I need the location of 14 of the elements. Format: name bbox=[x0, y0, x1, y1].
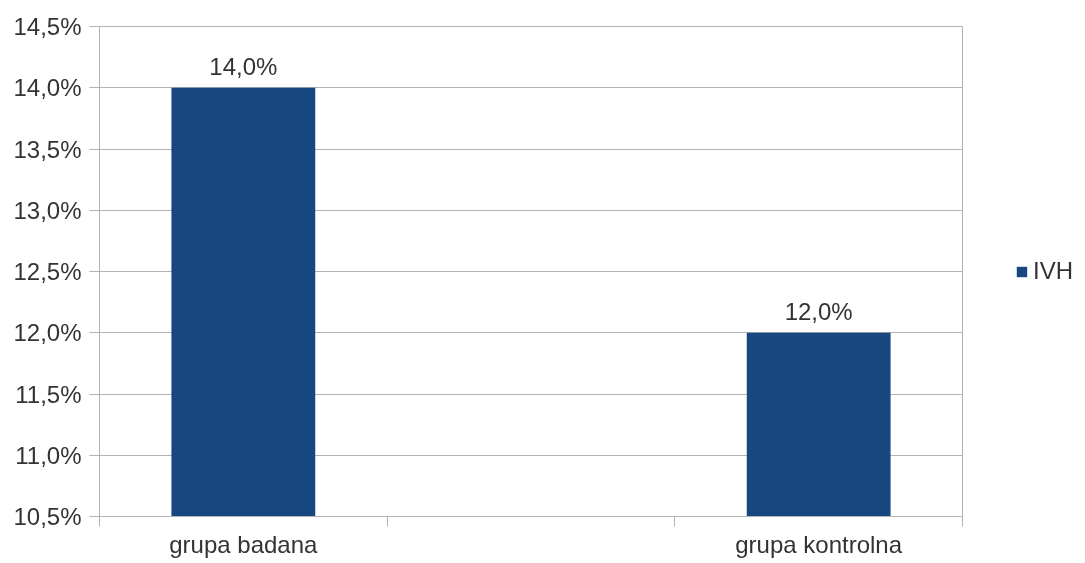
y-tick-label: 13,5% bbox=[13, 135, 82, 163]
y-tick-label: 11,5% bbox=[15, 380, 82, 408]
y-tick-label: 11,0% bbox=[15, 441, 82, 469]
data-label: 12,0% bbox=[784, 297, 853, 325]
y-tick-label: 14,5% bbox=[13, 13, 82, 40]
y-tick-label: 13,0% bbox=[13, 196, 82, 224]
legend-label: IVH bbox=[1033, 257, 1074, 285]
y-tick-label: 12,5% bbox=[13, 258, 82, 285]
x-tick-label: grupa kontrolna bbox=[735, 530, 903, 558]
y-tick-label: 14,0% bbox=[13, 74, 82, 102]
data-label: 14,0% bbox=[209, 52, 278, 80]
y-tick-label: 12,0% bbox=[13, 319, 82, 347]
x-tick-label: grupa badana bbox=[169, 530, 319, 558]
y-tick-label: 10,5% bbox=[13, 503, 82, 530]
